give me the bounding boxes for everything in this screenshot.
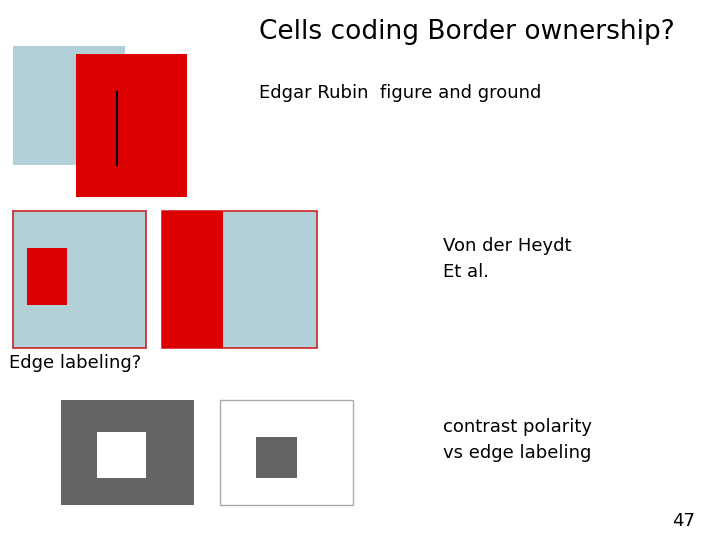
Bar xyxy=(13,46,125,165)
Text: Von der Heydt
Et al.: Von der Heydt Et al. xyxy=(443,237,571,281)
Bar xyxy=(13,211,146,348)
Bar xyxy=(162,211,317,348)
Bar xyxy=(97,432,146,478)
Text: Edgar Rubin  figure and ground: Edgar Rubin figure and ground xyxy=(259,84,541,102)
Text: contrast polarity
vs edge labeling: contrast polarity vs edge labeling xyxy=(443,418,592,462)
Bar xyxy=(256,437,297,478)
Bar xyxy=(61,400,194,505)
Bar xyxy=(27,248,67,305)
Bar xyxy=(162,211,223,348)
Bar xyxy=(220,400,353,505)
Text: Cells coding Border ownership?: Cells coding Border ownership? xyxy=(259,19,675,45)
Text: 47: 47 xyxy=(672,512,695,530)
Text: Edge labeling?: Edge labeling? xyxy=(9,354,141,372)
Bar xyxy=(76,54,187,197)
